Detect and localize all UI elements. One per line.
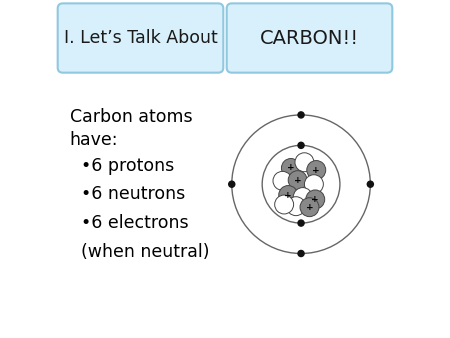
Circle shape: [298, 250, 304, 257]
Circle shape: [288, 171, 307, 190]
Text: •6 neutrons: •6 neutrons: [81, 185, 185, 203]
Circle shape: [306, 190, 325, 209]
Circle shape: [273, 171, 292, 190]
Text: +: +: [284, 191, 292, 199]
Circle shape: [298, 142, 304, 148]
Text: •6 electrons: •6 electrons: [81, 214, 189, 232]
Text: +: +: [306, 203, 313, 212]
Text: CARBON!!: CARBON!!: [260, 28, 359, 48]
Text: (when neutral): (when neutral): [81, 243, 210, 261]
Circle shape: [281, 159, 300, 177]
Circle shape: [287, 197, 306, 216]
Circle shape: [293, 188, 312, 207]
Text: +: +: [312, 166, 320, 174]
Text: +: +: [311, 195, 319, 204]
Circle shape: [274, 195, 293, 214]
Text: •6 protons: •6 protons: [81, 156, 175, 175]
Text: I. Let’s Talk About: I. Let’s Talk About: [63, 29, 217, 47]
Text: have:: have:: [69, 131, 118, 149]
Circle shape: [305, 175, 324, 194]
Text: Carbon atoms: Carbon atoms: [69, 107, 192, 126]
Circle shape: [229, 181, 235, 187]
Circle shape: [279, 186, 297, 204]
FancyBboxPatch shape: [58, 3, 223, 73]
Circle shape: [298, 112, 304, 118]
Circle shape: [367, 181, 374, 187]
FancyBboxPatch shape: [227, 3, 392, 73]
Circle shape: [295, 153, 314, 172]
Circle shape: [298, 220, 304, 226]
Text: +: +: [287, 164, 295, 172]
Circle shape: [300, 198, 319, 217]
Text: +: +: [294, 176, 302, 185]
Circle shape: [307, 161, 326, 179]
